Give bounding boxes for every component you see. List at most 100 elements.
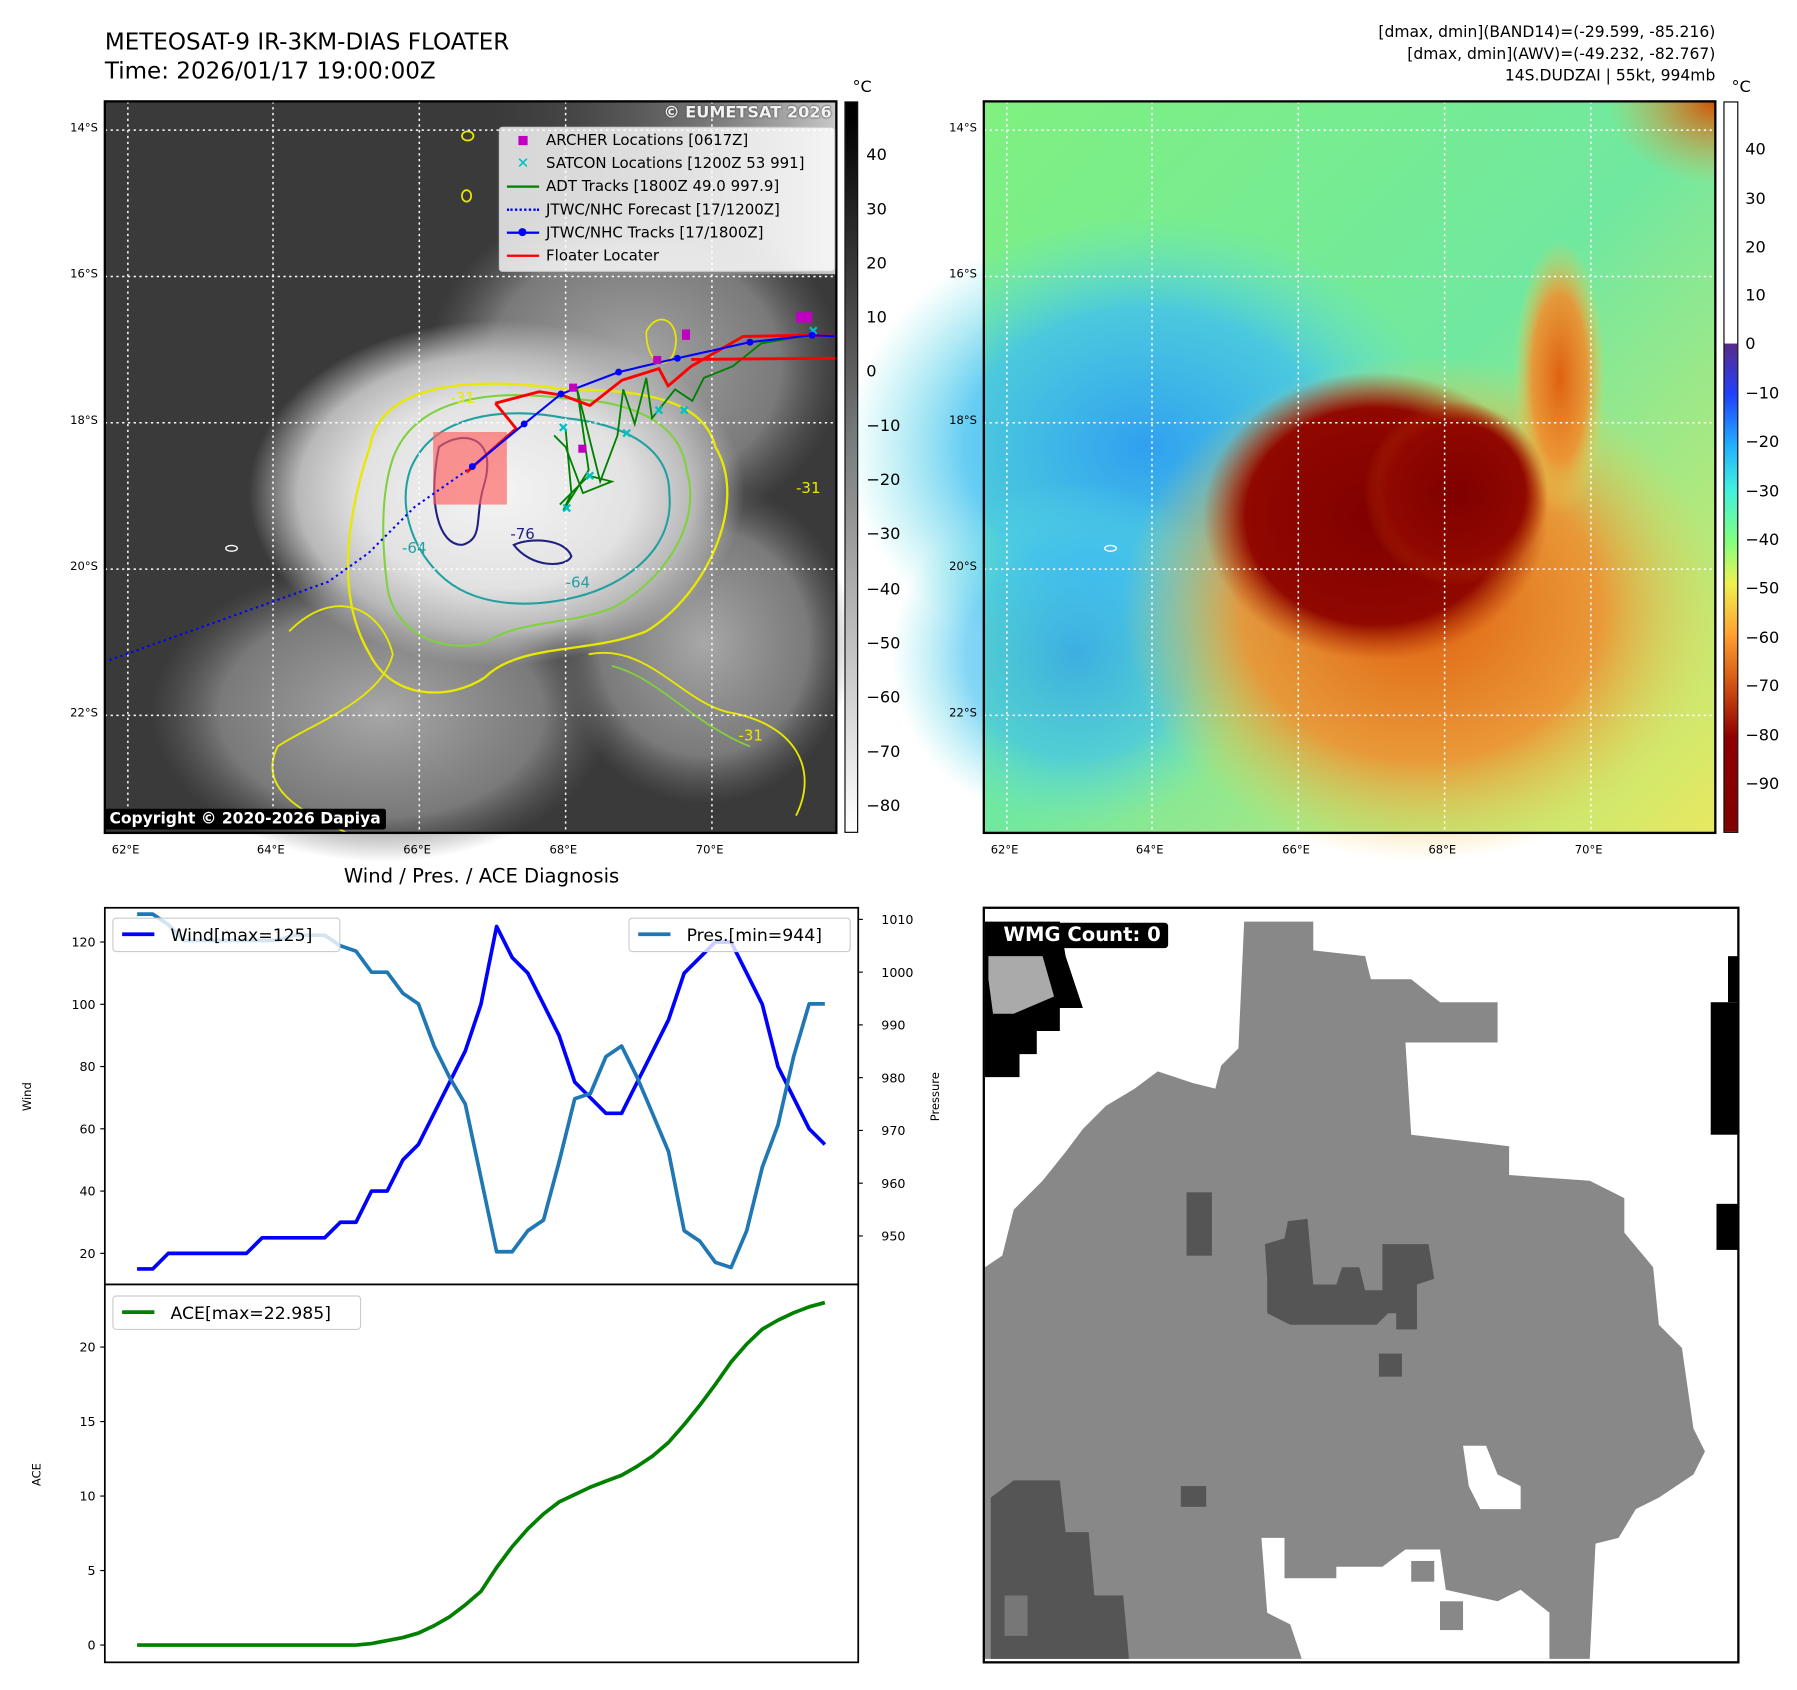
- enhanced-ir-map: [845, 100, 1722, 862]
- tick-label: 1010: [881, 912, 913, 927]
- legend-label: Floater Locater: [546, 247, 660, 265]
- colorbar-tick: 0: [866, 362, 877, 382]
- legend-symbol-icon: ✕: [516, 154, 530, 173]
- colorbar-tick: −50: [1745, 579, 1780, 598]
- legend-label: SATCON Locations [1200Z 53 991]: [546, 154, 805, 173]
- lon-label: 66°E: [1282, 844, 1310, 858]
- contour-green: [382, 394, 692, 647]
- legend-item: Floater Locater: [500, 244, 834, 267]
- legend-label: ARCHER Locations [0617Z]: [546, 131, 749, 150]
- colorbar-unit: °C: [1731, 78, 1751, 97]
- contour-teal: [404, 412, 671, 605]
- wind-legend: [112, 917, 341, 953]
- colorbar-tick: −10: [1745, 384, 1780, 404]
- colorbar-tick: 0: [1745, 335, 1756, 354]
- ace-axis-label: ACE: [29, 1463, 43, 1486]
- colorbar-tick: −40: [1745, 531, 1780, 550]
- colorbar-tick: −30: [866, 525, 901, 544]
- lon-label: 70°E: [695, 844, 724, 858]
- colorbar-tick: −30: [1745, 482, 1780, 502]
- tick-label: 100: [71, 997, 95, 1012]
- lon-label: 68°E: [549, 844, 578, 858]
- tick-label: 60: [80, 1121, 96, 1136]
- jtwc-forecast-track: [109, 465, 473, 662]
- colorbar-tick: 10: [866, 308, 887, 328]
- lat-label: 22°S: [949, 707, 977, 720]
- colorbar-tick: −80: [866, 797, 901, 816]
- lat-label: 20°S: [70, 561, 98, 574]
- wmg-map: [982, 906, 1740, 1664]
- legend-symbol-icon: [500, 135, 546, 146]
- tick-label: 15: [80, 1414, 96, 1429]
- contour-label: -64: [402, 539, 426, 557]
- legend-item: ✕ SATCON Locations [1200Z 53 991]: [500, 152, 834, 175]
- map-grid: [983, 101, 1716, 833]
- legend-symbol-icon: [500, 228, 546, 237]
- legend-symbol-icon: [500, 254, 546, 257]
- left-title: METEOSAT-9 IR-3KM-DIAS FLOATER: [104, 27, 510, 56]
- legend-label: ACE[max=22.985]: [170, 1304, 330, 1324]
- colorbar-unit: °C: [852, 78, 872, 97]
- tick-label: 120: [71, 935, 95, 950]
- colorbar-tick: −60: [1745, 628, 1780, 648]
- colorbar-tick: 40: [866, 146, 887, 165]
- tick-label: 960: [881, 1176, 905, 1191]
- colorbar-tick: 40: [1745, 140, 1766, 159]
- lat-label: 14°S: [949, 122, 977, 135]
- contour-label: -31: [796, 479, 820, 497]
- tick-label: 20: [80, 1246, 96, 1261]
- tick-label: 80: [80, 1059, 96, 1074]
- contour-label: -76: [510, 525, 534, 543]
- tick-label: 950: [881, 1229, 905, 1244]
- colorbar-tick: 10: [1745, 286, 1766, 306]
- lon-label: 64°E: [1135, 844, 1164, 858]
- legend-label: Wind[max=125]: [170, 926, 312, 946]
- lat-label: 18°S: [70, 414, 98, 428]
- tick-label: 40: [80, 1184, 96, 1199]
- tick-label: 980: [881, 1070, 905, 1085]
- legend-label: JTWC/NHC Tracks [17/1800Z]: [546, 224, 764, 242]
- tick-label: 5: [88, 1563, 96, 1578]
- lon-label: 68°E: [1428, 844, 1457, 858]
- archer-markers: [569, 312, 813, 453]
- colorbar-tick: 30: [1745, 190, 1766, 209]
- satcon-markers: [559, 326, 818, 513]
- colorbar-tick: −60: [866, 688, 901, 708]
- colorbar-tick: −70: [866, 743, 901, 762]
- legend-label: Pres.[min=944]: [687, 926, 822, 946]
- colorbar-tick: −90: [1745, 775, 1780, 794]
- storm-info: 14S.DUDZAI | 55kt, 994mb: [1504, 66, 1716, 86]
- tick-label: 970: [881, 1123, 905, 1138]
- legend-item: JTWC/NHC Tracks [17/1800Z]: [500, 221, 834, 244]
- enhanced-colorbar: [1723, 101, 1739, 833]
- jtwc-track-points: [468, 331, 816, 471]
- legend-item: JTWC/NHC Forecast [17/1200Z]: [500, 198, 834, 221]
- lat-label: 16°S: [70, 268, 98, 282]
- colorbar-tick: −20: [1745, 433, 1780, 452]
- contour-label: -64: [566, 574, 590, 592]
- lon-label: 62°E: [111, 844, 140, 858]
- copyright-label: Copyright © 2020-2026 Dapiya: [104, 808, 386, 830]
- wind-pressure-axes: [103, 906, 860, 1286]
- lon-label: 70°E: [1574, 844, 1603, 858]
- legend-item: ARCHER Locations [0617Z]: [500, 129, 834, 152]
- contour-label: -31: [738, 727, 762, 745]
- pressure-axis-label: Pressure: [928, 1072, 942, 1121]
- tick-label: 0: [88, 1638, 96, 1653]
- chart-title: Wind / Pres. / ACE Diagnosis: [343, 865, 620, 889]
- legend-label: ADT Tracks [1800Z 49.0 997.9]: [546, 177, 780, 196]
- lat-label: 22°S: [70, 707, 98, 720]
- lat-label: 14°S: [70, 122, 98, 135]
- tick-label: 1000: [881, 965, 913, 980]
- band14-range: [dmax, dmin](BAND14)=(-29.599, -85.216): [1378, 23, 1716, 42]
- colorbar-tick: 30: [866, 200, 887, 219]
- map-legend: ARCHER Locations [0617Z] ✕ SATCON Location…: [498, 126, 836, 272]
- colorbar-tick: −40: [866, 580, 901, 600]
- colorbar-tick: −20: [866, 471, 901, 490]
- legend-symbol-icon: [500, 208, 546, 211]
- left-time: Time: 2026/01/17 19:00:00Z: [104, 56, 436, 85]
- colorbar-tick: 20: [866, 254, 887, 274]
- legend-item: ADT Tracks [1800Z 49.0 997.9]: [500, 175, 834, 198]
- colorbar-tick: −10: [866, 417, 901, 436]
